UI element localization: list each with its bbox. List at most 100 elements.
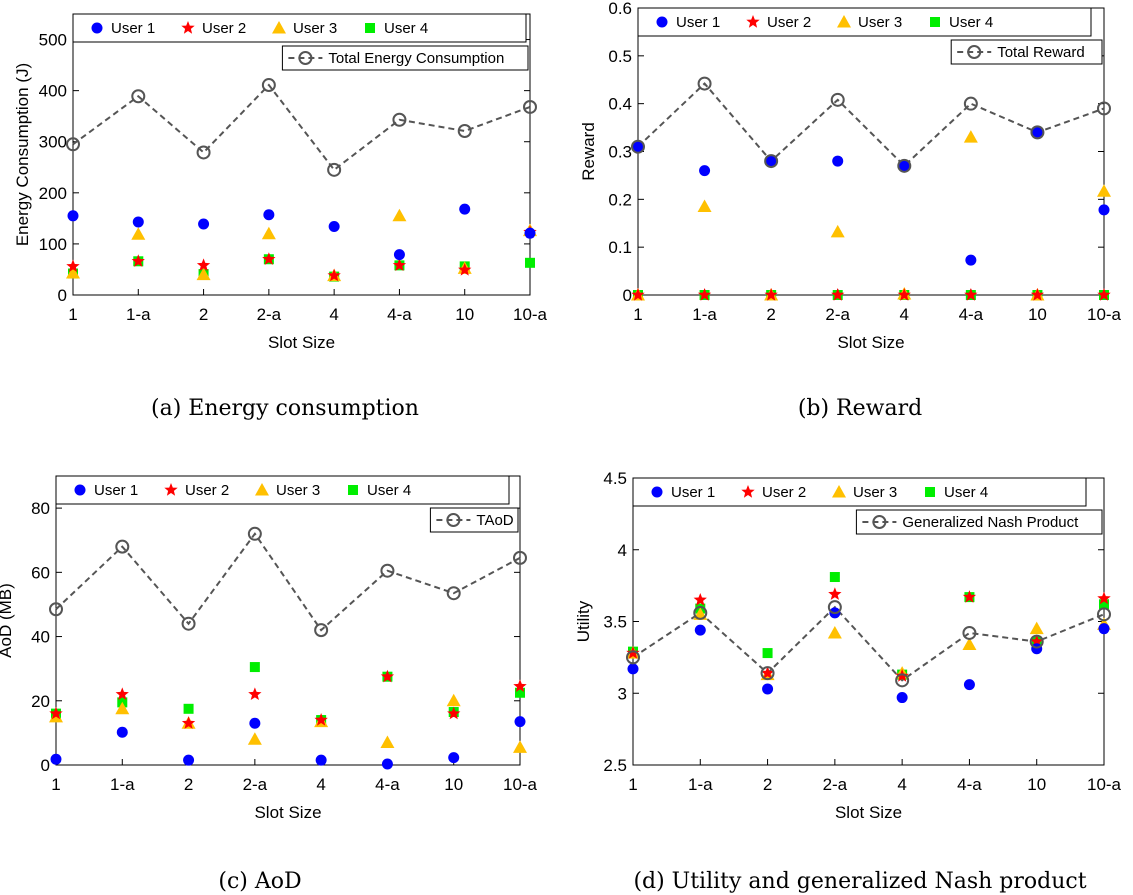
point-user-1	[896, 692, 908, 704]
point-total	[446, 586, 461, 601]
point-total	[626, 650, 640, 665]
point-user-2	[49, 706, 63, 720]
y-axis-label: Utility	[574, 600, 593, 642]
y-tick-label: 300	[39, 133, 67, 152]
legend-total: TAoD	[429, 507, 519, 533]
point-user-2	[831, 288, 845, 301]
legend-box	[855, 509, 1103, 535]
y-tick-label: 4	[618, 541, 627, 560]
point-total	[457, 123, 472, 138]
point-user-1	[183, 754, 195, 766]
legend-marker	[872, 515, 887, 529]
point-user-2	[895, 669, 909, 682]
point-total	[631, 139, 645, 154]
point-user-4	[249, 662, 260, 673]
point-user-1	[459, 203, 471, 215]
point-user-1	[765, 155, 777, 167]
x-axis-label: Slot Size	[837, 333, 904, 352]
legend-marker	[651, 486, 663, 498]
point-user-2	[327, 268, 341, 282]
legend-marker	[298, 51, 313, 65]
point-user-3	[963, 130, 978, 143]
point-user-3	[115, 701, 130, 715]
legend-label: User 2	[202, 20, 246, 37]
legend-label: User 2	[767, 14, 811, 31]
x-tick-label: 2	[199, 305, 208, 324]
point-total	[261, 78, 276, 93]
x-axis-label: Slot Size	[835, 803, 902, 822]
legend-total: Generalized Nash Product	[855, 509, 1103, 535]
point-user-1	[699, 165, 711, 177]
legend-users: User 1 User 2 User 3 User 4	[637, 7, 1092, 37]
point-user-1	[393, 249, 405, 261]
legend-box	[281, 45, 529, 71]
point-total	[327, 162, 342, 177]
point-total	[392, 112, 407, 127]
total-series-line	[632, 605, 1105, 682]
x-tick-label: 4-a	[375, 775, 400, 794]
x-tick-label: 2-a	[823, 775, 848, 794]
point-user-1	[249, 717, 261, 729]
point-user-1	[132, 216, 144, 228]
y-axis-label: Energy Consumption (J)	[13, 63, 32, 246]
point-total	[963, 96, 978, 111]
point-total	[764, 154, 779, 169]
point-user-3	[697, 199, 712, 213]
legend-label: User 3	[853, 484, 897, 501]
legend-label: User 2	[185, 482, 229, 499]
point-user-1	[898, 160, 910, 172]
point-user-1	[965, 254, 977, 266]
x-tick-label: 4-a	[957, 775, 982, 794]
chart-panel-1: 0 100 200 300 400 500 1 1-a 2 2-a 4 4-a 10 10-a Slot S…	[13, 13, 548, 421]
y-tick-label: 0.3	[608, 143, 632, 162]
point-user-2	[181, 716, 196, 729]
point-user-3	[380, 735, 395, 749]
point-user-2	[693, 593, 707, 606]
point-user-1	[694, 624, 706, 636]
x-tick-label: 1	[628, 775, 637, 794]
point-user-4	[1099, 599, 1109, 610]
point-user-1	[116, 726, 128, 738]
point-user-1	[632, 141, 644, 153]
point-user-2	[248, 687, 262, 700]
point-user-2	[626, 646, 640, 659]
x-tick-label: 10-a	[503, 775, 538, 794]
legend-box	[429, 507, 519, 533]
y-tick-label: 3	[618, 684, 627, 703]
y-tick-label: 0.2	[608, 190, 632, 209]
point-user-1	[1098, 623, 1110, 635]
x-tick-label: 1-a	[688, 775, 713, 794]
y-tick-label: 200	[39, 184, 67, 203]
point-total	[196, 145, 211, 160]
point-user-2	[513, 679, 527, 692]
y-tick-label: 0.6	[608, 0, 632, 18]
point-user-2	[196, 258, 211, 271]
point-user-2	[458, 263, 472, 276]
point-total	[380, 563, 395, 578]
legend-marker	[832, 485, 846, 498]
chart-panel-2: 0 0.1 0.2 0.3 0.4 0.5 0.6 1 1-a 2 2-a 4 4-a 10 10-a Slo…	[579, 0, 1122, 421]
point-user-2	[131, 254, 145, 267]
legend-box	[637, 7, 1092, 37]
point-user-1	[381, 758, 393, 770]
point-user-2	[380, 669, 395, 683]
point-user-1	[67, 210, 79, 222]
x-tick-label: 10-a	[1087, 305, 1122, 324]
total-series-line	[637, 82, 1105, 168]
x-tick-label: 4-a	[959, 305, 984, 324]
legend-marker	[164, 483, 178, 496]
point-user-2	[964, 288, 978, 301]
point-total	[314, 623, 329, 638]
y-tick-label: 20	[31, 692, 50, 711]
legend-label: TAoD	[476, 512, 513, 529]
point-user-2	[447, 706, 461, 720]
point-user-3	[66, 266, 80, 279]
point-user-2	[66, 259, 80, 273]
legend-marker	[365, 23, 375, 33]
legend-marker	[74, 484, 86, 496]
legend-label: User 2	[762, 484, 806, 501]
legend-label: User 1	[676, 14, 720, 31]
point-user-1	[198, 218, 210, 230]
legend-marker	[91, 22, 103, 34]
